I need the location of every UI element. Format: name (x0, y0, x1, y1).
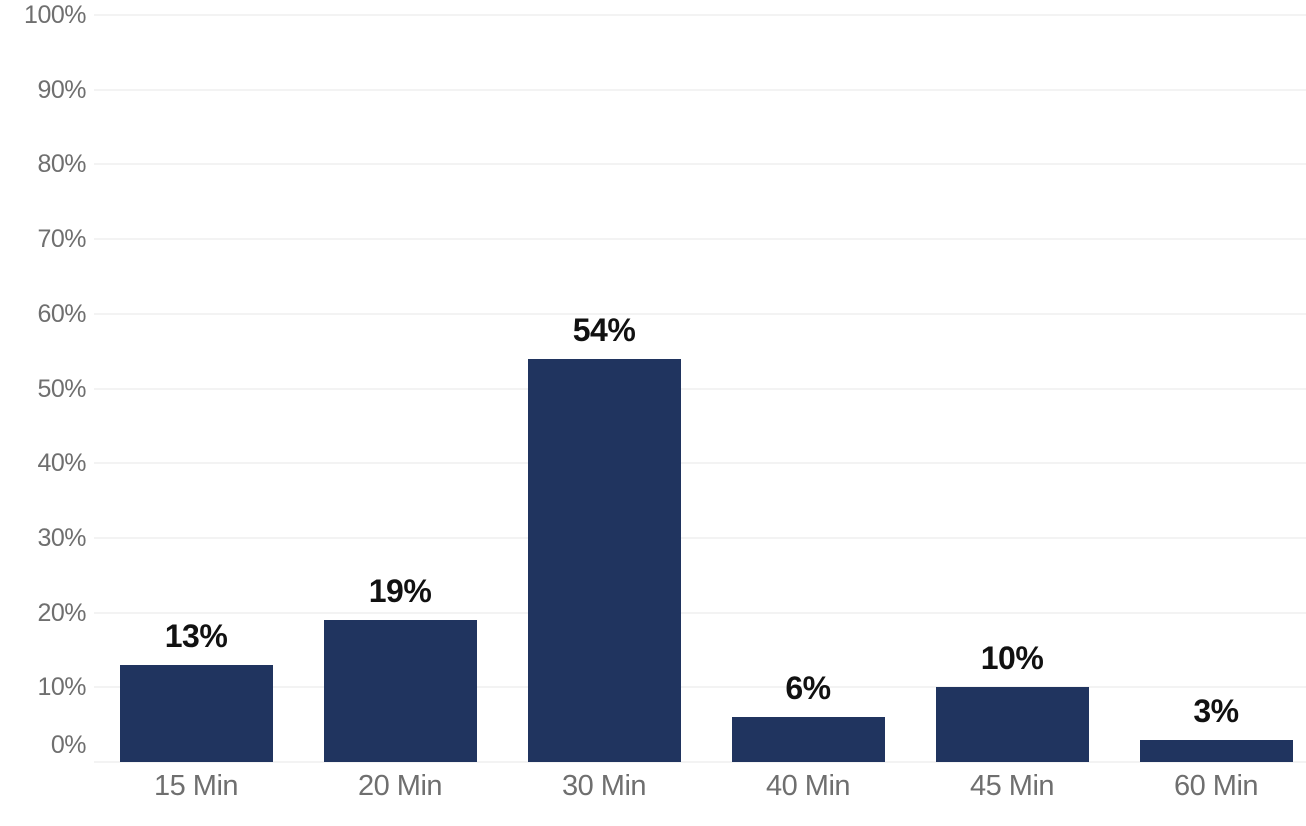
grid-line (94, 611, 1306, 614)
bar-value-label: 3% (1193, 692, 1239, 729)
y-axis-tick-label: 40% (37, 449, 86, 478)
bar-value-label: 13% (164, 617, 228, 654)
x-axis-category-label: 15 Min (153, 770, 239, 802)
plot-area: 13% 15 Min 19% 20 Min 54% 30 Min 6% 40 Min 10% 45… (94, 14, 1306, 802)
y-axis-tick-label: 60% (37, 299, 86, 328)
grid-line (94, 761, 1306, 763)
bar-value-label: 19% (368, 573, 432, 610)
bar (935, 687, 1089, 762)
y-axis-tick-label: 50% (37, 374, 86, 403)
x-axis-category-label: 40 Min (765, 770, 851, 802)
grid-line (94, 686, 1306, 689)
bar-value-label: 54% (572, 311, 636, 348)
bar-value-label: 6% (785, 670, 831, 707)
x-axis-category-label: 20 Min (357, 770, 443, 802)
grid-line (94, 312, 1306, 315)
y-axis-tick-label: 90% (37, 75, 86, 104)
bar (119, 664, 273, 762)
y-axis-tick-label: 80% (37, 150, 86, 179)
grid-line (94, 462, 1306, 465)
grid-line (94, 536, 1306, 539)
grid-line (94, 163, 1306, 166)
y-axis-tick-label: 20% (37, 598, 86, 627)
grid-line (94, 387, 1306, 390)
x-axis-category-label: 30 Min (561, 770, 647, 802)
grid-line (94, 14, 1306, 16)
y-axis-tick-label: 0% (50, 731, 87, 759)
y-axis-tick-label: 10% (37, 673, 86, 702)
x-axis-category-label: 45 Min (969, 770, 1055, 802)
bar-value-label: 10% (980, 640, 1044, 677)
bar (527, 358, 681, 762)
y-axis-tick-label: 100% (24, 1, 86, 29)
bar (731, 717, 885, 762)
y-axis-tick-label: 70% (37, 225, 86, 254)
bar (323, 620, 477, 762)
grid-line (94, 88, 1306, 91)
grid-line (94, 238, 1306, 241)
y-axis: 0% 10% 20% 30% 40% 50% 60% 70% 80% 90% 100% (0, 0, 86, 826)
bar (1139, 739, 1293, 762)
x-axis-category-label: 60 Min (1173, 770, 1259, 802)
y-axis-tick-label: 30% (37, 523, 86, 552)
